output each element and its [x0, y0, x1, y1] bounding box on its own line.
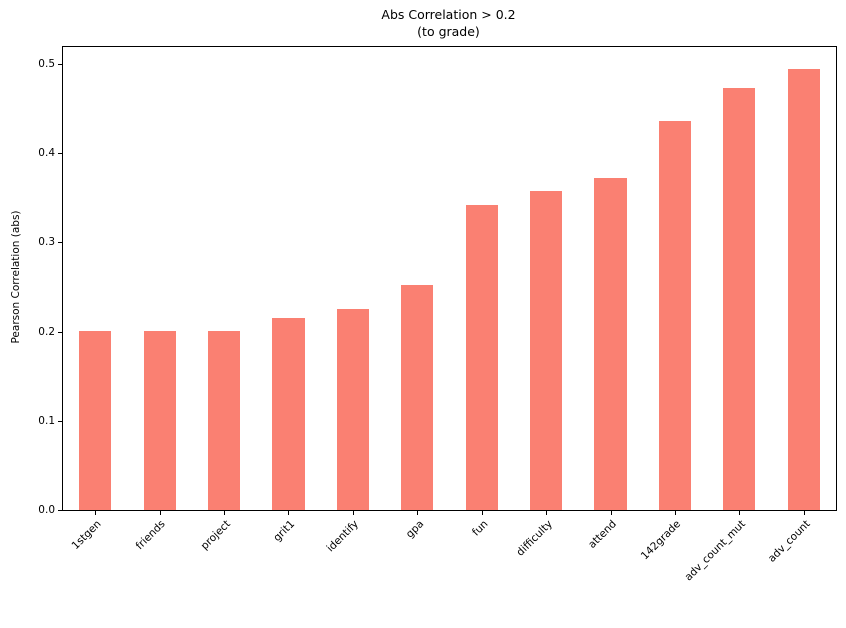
bar-difficulty: [530, 190, 563, 510]
x-tick-label-gpa: gpa: [403, 518, 426, 541]
x-tick-mark: [417, 511, 419, 515]
chart-title-block: Abs Correlation > 0.2 (to grade): [62, 7, 835, 40]
x-tick-mark: [674, 511, 676, 515]
x-tick-mark: [352, 511, 354, 515]
y-tick-mark: [58, 153, 62, 155]
x-tick-label-project: project: [198, 518, 233, 553]
y-tick-mark: [58, 420, 62, 422]
bar-identify: [336, 309, 369, 510]
x-tick-label-adv_count: adv_count: [765, 518, 813, 565]
y-axis-label: Pearson Correlation (abs): [10, 210, 22, 344]
bar-1stgen: [79, 330, 112, 510]
y-tick-mark: [58, 63, 62, 65]
x-tick-mark: [288, 511, 290, 515]
y-tick-label-0.0: 0.0: [38, 504, 55, 516]
bar-attend: [594, 178, 627, 510]
chart-title: Abs Correlation > 0.2: [381, 7, 516, 22]
x-tick-mark: [481, 511, 483, 515]
x-tick-mark: [546, 511, 548, 515]
x-tick-label-identify: identify: [324, 518, 362, 555]
x-tick-mark: [739, 511, 741, 515]
y-tick-label-0.4: 0.4: [38, 147, 55, 160]
bar-friends: [143, 330, 176, 510]
y-tick-label-0.3: 0.3: [38, 236, 55, 249]
x-tick-mark: [610, 511, 612, 515]
bar-142grade: [658, 121, 692, 510]
chart-subtitle: (to grade): [417, 23, 480, 39]
bar-adv_count: [787, 69, 820, 510]
bar-fun: [465, 204, 498, 510]
y-tick-mark: [58, 510, 62, 511]
axes: 1stgen friends project grit1 identify gpa fun d…: [38, 46, 837, 583]
x-tick-label-difficulty: difficulty: [514, 518, 555, 559]
bar-project: [207, 330, 241, 510]
x-tick-mark: [803, 511, 805, 515]
x-tick-label-142grade: 142grade: [639, 518, 684, 563]
x-tick-label-attend: attend: [586, 518, 620, 551]
bar-adv_count_mut: [723, 88, 756, 510]
x-tick-label-grit1: grit1: [271, 518, 297, 544]
x-tick-mark: [224, 511, 226, 515]
bar-gpa: [401, 285, 434, 510]
y-tick-label-0.5: 0.5: [38, 57, 55, 70]
x-tick-mark: [159, 511, 161, 515]
x-tick-label-friends: friends: [134, 518, 169, 553]
y-tick-label-0.1: 0.1: [38, 414, 55, 427]
y-tick-label-0.2: 0.2: [38, 325, 55, 338]
y-tick-mark: [58, 242, 62, 244]
x-tick-label-1stgen: 1stgen: [69, 518, 104, 552]
y-tick-mark: [58, 331, 62, 333]
bar-grit1: [272, 318, 305, 510]
x-tick-mark: [95, 511, 97, 515]
x-tick-label-adv_count_mut: adv_count_mut: [682, 518, 748, 584]
x-tick-label-fun: fun: [469, 518, 491, 539]
